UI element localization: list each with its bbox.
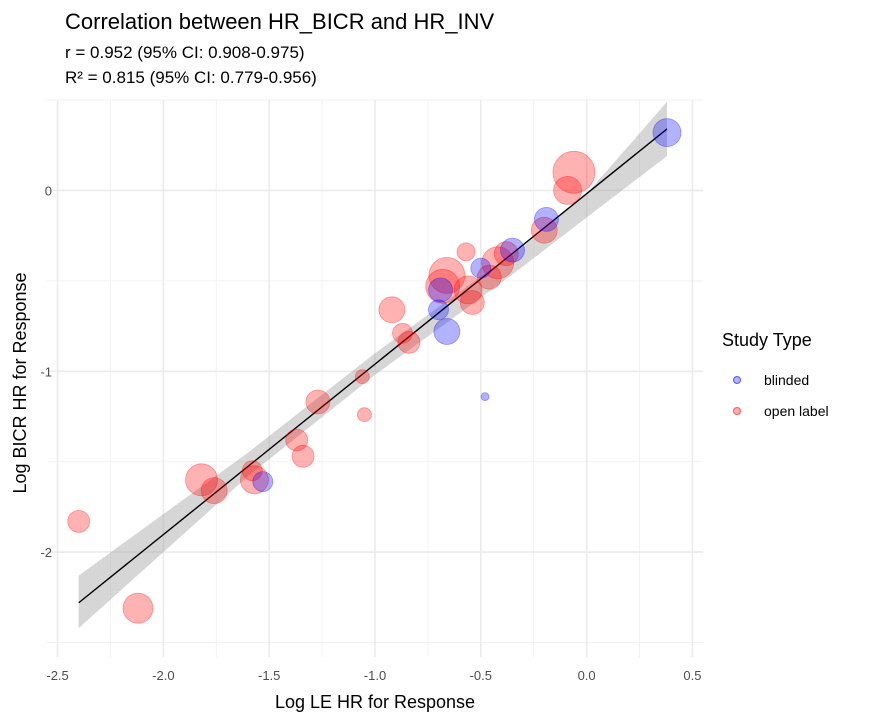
- major-gridlines: [47, 100, 703, 657]
- data-point-blinded: [252, 471, 274, 493]
- data-point-open-label: [456, 242, 476, 262]
- data-point-open-label: [553, 175, 582, 205]
- legend-item-blinded: blinded: [722, 364, 829, 395]
- data-point-blinded: [652, 118, 682, 148]
- chart-subtitle-correlation: r = 0.952 (95% CI: 0.908-0.975): [65, 43, 305, 62]
- legend-key-open-label-marker: [732, 406, 742, 416]
- legend-title: Study Type: [722, 330, 812, 350]
- legend-label-open-label: open label: [764, 402, 829, 419]
- data-point-blinded: [428, 277, 454, 303]
- data-point-open-label: [305, 389, 331, 415]
- data-point-blinded: [433, 318, 461, 345]
- data-points-layer: [67, 118, 682, 624]
- chart-title: Correlation between HR_BICR and HR_INV: [65, 9, 495, 34]
- data-point-open-label: [122, 592, 154, 624]
- data-point-open-label: [493, 241, 519, 267]
- y-tick-label: 0: [45, 183, 52, 198]
- y-tick-label: -2: [40, 545, 52, 560]
- data-point-open-label: [200, 477, 228, 505]
- data-point-open-label: [378, 296, 406, 324]
- data-point-open-label: [285, 428, 309, 452]
- data-point-open-label: [291, 444, 315, 468]
- x-tick-label: -0.5: [470, 668, 492, 683]
- legend-label-blinded: blinded: [764, 371, 810, 388]
- x-axis-ticks: -2.5 -2.0 -1.5 -1.0 -0.5 0.0 0.5: [46, 668, 701, 683]
- data-point-open-label: [397, 330, 421, 354]
- legend-item-open-label: open label: [722, 395, 829, 426]
- data-point-blinded: [480, 392, 490, 402]
- data-point-open-label: [241, 460, 263, 482]
- x-axis-title: Log LE HR for Response: [275, 692, 475, 712]
- x-tick-label: -1.0: [364, 668, 386, 683]
- regression-line: [78, 128, 668, 604]
- data-point-open-label: [354, 369, 370, 385]
- legend: Study Type blinded open label: [722, 330, 829, 426]
- x-tick-label: 0.0: [578, 668, 596, 683]
- data-point-blinded: [500, 237, 525, 263]
- confidence-band-layer: [78, 101, 667, 629]
- data-point-open-label: [67, 510, 91, 533]
- data-point-open-label: [552, 150, 596, 194]
- x-tick-label: 0.5: [683, 668, 701, 683]
- y-axis-title: Log BICR HR for Response: [10, 272, 30, 493]
- data-point-open-label: [392, 322, 413, 344]
- data-point-blinded: [428, 299, 449, 321]
- data-point-open-label: [453, 275, 483, 305]
- x-tick-label: -1.5: [258, 668, 280, 683]
- data-point-blinded: [470, 257, 492, 279]
- y-axis-ticks: -2 -1 0: [40, 183, 52, 560]
- legend-key-blinded-marker: [732, 375, 742, 385]
- data-point-open-label: [459, 290, 485, 315]
- x-tick-label: -2.0: [152, 668, 174, 683]
- data-point-open-label: [185, 463, 218, 497]
- confidence-band: [78, 101, 667, 629]
- y-tick-label: -1: [40, 364, 52, 379]
- data-point-blinded: [534, 206, 559, 232]
- data-point-open-label: [530, 216, 558, 244]
- regression-line-layer: [78, 128, 668, 604]
- data-point-open-label: [428, 256, 466, 294]
- chart-subtitle-r-squared: R² = 0.815 (95% CI: 0.779-0.956): [65, 68, 317, 87]
- data-point-open-label: [356, 407, 372, 423]
- data-point-open-label: [425, 268, 461, 304]
- data-point-open-label: [481, 246, 515, 280]
- x-tick-label: -2.5: [46, 668, 68, 683]
- data-point-open-label: [476, 264, 502, 290]
- data-point-open-label: [239, 465, 269, 495]
